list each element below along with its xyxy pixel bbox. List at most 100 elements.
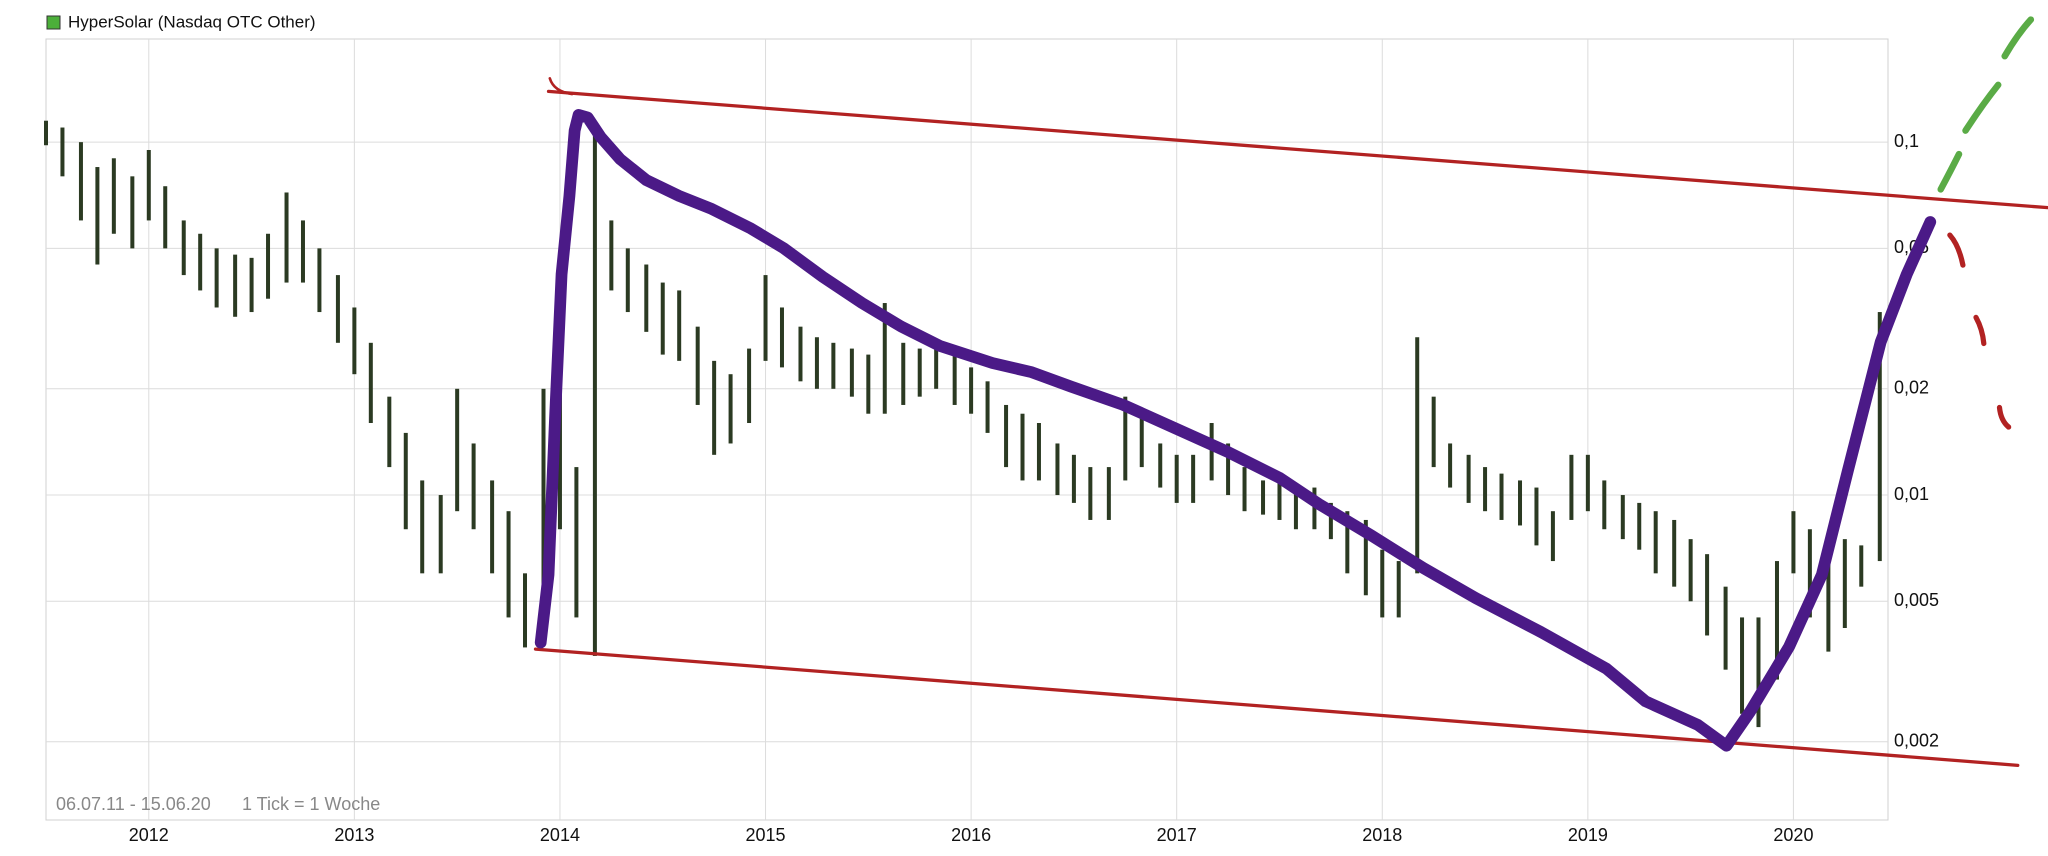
price-bar: [266, 233, 271, 299]
price-bar: [163, 186, 168, 249]
red-dash: [1996, 404, 2012, 430]
price-bar: [1293, 487, 1298, 530]
price-bar: [1774, 561, 1779, 680]
y-tick-label: 0,002: [1894, 730, 1939, 750]
price-bar: [1174, 454, 1179, 503]
price-bar: [574, 467, 579, 618]
annotations: [533, 16, 2048, 767]
date-range: 06.07.11 - 15.06.20: [56, 794, 211, 814]
x-tick-label: 2019: [1568, 825, 1608, 845]
price-bar: [798, 326, 803, 382]
x-tick-label: 2015: [746, 825, 786, 845]
price-bar: [882, 303, 887, 414]
price-bar: [969, 367, 974, 414]
price-bar: [1569, 454, 1574, 520]
price-bar: [557, 388, 562, 530]
price-bar: [1602, 480, 1607, 530]
green-dash: [2001, 16, 2035, 60]
price-bar: [1380, 549, 1385, 618]
y-tick-label: 0,005: [1894, 590, 1939, 610]
y-tick-label: 0,02: [1894, 378, 1929, 398]
price-bar: [1004, 404, 1009, 468]
price-bar: [1055, 443, 1060, 496]
price-bar: [1071, 454, 1076, 503]
plot-area: 2012 2013 2014 2015 2016 2017 2018 2019 2020 0,00…: [44, 38, 1939, 845]
price-bar: [1653, 511, 1658, 574]
price-bar: [523, 573, 528, 648]
red-dash: [1973, 314, 1987, 347]
x-tick-label: 2018: [1362, 825, 1402, 845]
price-bar: [198, 233, 203, 291]
price-bar: [541, 388, 546, 602]
price-bar: [455, 388, 460, 512]
plot-border: [45, 38, 1889, 821]
price-bar: [1191, 454, 1196, 503]
price-bar: [506, 511, 511, 618]
price-bar: [660, 282, 665, 355]
price-bar: [130, 176, 135, 249]
price-bar: [1672, 519, 1677, 587]
price-bar: [1723, 586, 1728, 670]
price-bar: [849, 348, 854, 397]
price-bar: [1158, 443, 1163, 488]
price-bar: [985, 381, 990, 433]
price-bar: [1807, 529, 1812, 618]
green-dash: [1937, 150, 1963, 193]
price-bar: [1637, 502, 1642, 550]
price-bar: [249, 257, 254, 313]
price-bar: [387, 396, 392, 468]
price-bar: [1826, 561, 1831, 652]
price-bar: [1483, 467, 1488, 512]
price-bar: [934, 342, 939, 389]
x-tick-label: 2017: [1157, 825, 1197, 845]
price-bar: [1328, 502, 1333, 540]
price-bar: [917, 348, 922, 397]
price-bar: [1431, 396, 1436, 468]
price-bar: [368, 342, 373, 424]
price-bar: [831, 342, 836, 389]
price-bar: [1123, 396, 1128, 481]
price-bar: [403, 432, 408, 530]
price-bar: [747, 348, 752, 424]
price-bar: [728, 374, 733, 444]
x-tick-label: 2012: [129, 825, 169, 845]
x-tick-label: 2016: [951, 825, 991, 845]
price-bar: [1877, 312, 1882, 562]
price-bar: [779, 307, 784, 368]
price-bar: [471, 443, 476, 530]
x-tick-label: 2014: [540, 825, 580, 845]
price-bar: [352, 307, 357, 375]
price-bar: [95, 167, 100, 265]
red-dash: [1947, 232, 1966, 268]
price-bar: [233, 254, 238, 317]
price-bar: [284, 192, 289, 283]
price-bar: [1791, 511, 1796, 574]
price-bar: [214, 248, 219, 308]
price-bar: [1585, 454, 1590, 512]
price-bar: [1859, 545, 1864, 587]
price-bar: [1242, 467, 1247, 512]
price-bar: [1277, 480, 1282, 520]
price-bar: [1139, 413, 1144, 468]
price-bar: [763, 275, 768, 361]
price-bar: [420, 480, 425, 574]
price-bar: [1345, 511, 1350, 574]
price-bar: [78, 142, 83, 221]
price-bar: [695, 326, 700, 405]
price-bar: [60, 127, 65, 177]
price-bar: [1261, 480, 1266, 515]
x-tick-label: 2013: [334, 825, 374, 845]
resistance-line: [546, 89, 2048, 210]
price-bar: [677, 290, 682, 361]
price-bar: [712, 360, 717, 455]
price-bar: [1106, 467, 1111, 520]
legend-swatch: [46, 15, 61, 30]
price-bar: [1842, 539, 1847, 628]
price-bar: [1740, 617, 1745, 714]
y-tick-label: 0,1: [1894, 131, 1919, 151]
price-bar: [335, 275, 340, 343]
price-bar: [111, 158, 116, 234]
price-bar: [1363, 519, 1368, 596]
price-bar: [1534, 487, 1539, 546]
